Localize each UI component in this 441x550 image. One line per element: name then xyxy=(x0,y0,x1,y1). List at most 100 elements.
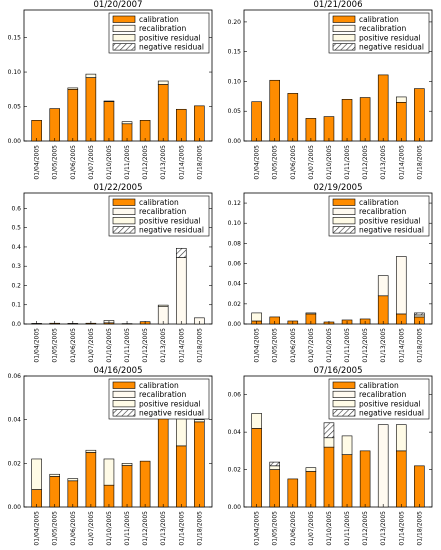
legend-swatch-negative-residual xyxy=(332,43,356,51)
y-tick-label: 0.04 xyxy=(228,281,242,288)
bar-calibration-2 xyxy=(49,108,61,142)
legend-label-negative-residual: negative residual xyxy=(359,409,424,418)
legend-swatch-negative-residual xyxy=(112,409,136,417)
y-tick-label: 0.00 xyxy=(228,321,242,328)
legend-swatch-recalibration xyxy=(332,390,356,399)
legend-label-positive-residual: positive residual xyxy=(139,399,201,408)
bar-calibration-3 xyxy=(67,88,79,142)
x-tick-label: 01/05/2005 xyxy=(52,145,59,180)
bar-negative-residual-9 xyxy=(175,247,187,258)
y-tick-label: 0.06 xyxy=(228,261,242,268)
x-tick-label: 01/05/2005 xyxy=(272,511,279,546)
x-tick-label: 01/11/2005 xyxy=(124,511,131,546)
legend-label-positive-residual: positive residual xyxy=(359,399,421,408)
bar-calibration-6 xyxy=(341,99,353,142)
bar-calibration-7 xyxy=(359,97,371,142)
x-tick-label: 01/13/2005 xyxy=(160,511,167,546)
y-tick-label: 0.0 xyxy=(11,321,21,328)
y-tick-label: 0.08 xyxy=(228,240,242,247)
bar-positive-residual-6 xyxy=(341,435,353,455)
bar-calibration-6 xyxy=(121,465,133,508)
bar-calibration-3 xyxy=(67,480,79,508)
bar-calibration-1 xyxy=(251,101,262,142)
legend-swatch-calibration xyxy=(332,15,356,23)
chart-panel-5: 04/16/2005 0.00 0.02 0.04 0.06 01/04/2005 01/0… xyxy=(8,366,213,546)
x-tick-label: 01/10/2005 xyxy=(106,328,113,363)
bar-negative-residual-2 xyxy=(269,461,281,467)
bar-calibration-2 xyxy=(269,79,281,142)
legend-swatch-positive-residual xyxy=(332,34,356,42)
bar-positive-residual-5 xyxy=(103,458,115,486)
y-tick-label: 0.4 xyxy=(11,244,21,251)
legend-swatch-calibration xyxy=(332,381,356,389)
bar-positive-residual-6 xyxy=(121,121,133,125)
y-tick-label: 0.05 xyxy=(228,108,242,115)
x-tick-label: 01/14/2005 xyxy=(398,328,405,363)
y-tick-label: 0.06 xyxy=(8,373,22,380)
x-tick-label: 01/18/2005 xyxy=(196,145,203,180)
x-tick-label: 01/06/2005 xyxy=(70,328,77,363)
bar-calibration-4 xyxy=(305,118,317,142)
bar-calibration-4 xyxy=(305,471,317,508)
y-tick-label: 0.12 xyxy=(228,200,242,207)
bar-positive-residual-3 xyxy=(67,87,79,90)
legend-swatch-recalibration xyxy=(332,207,356,215)
x-tick-label: 01/11/2005 xyxy=(344,328,351,363)
x-tick-label: 01/13/2005 xyxy=(380,511,387,546)
legend-label-calibration: calibration xyxy=(139,15,179,24)
bar-calibration-2 xyxy=(269,469,281,508)
chart-panel-3: 01/22/2005 0.0 0.1 0.2 0.3 0.4 0.5 0.6 01/04/200… xyxy=(11,183,213,363)
bar-calibration-5 xyxy=(323,116,335,142)
plot-frame xyxy=(243,375,433,508)
x-tick-label: 01/12/2005 xyxy=(142,145,149,180)
bar-recalibration-8 xyxy=(377,275,389,297)
legend-label-calibration: calibration xyxy=(359,198,399,207)
legend-swatch-recalibration xyxy=(112,390,136,399)
chart-title: 01/20/2007 xyxy=(94,0,143,10)
y-tick-label: 0.20 xyxy=(228,19,242,26)
legend-swatch-negative-residual xyxy=(112,226,136,234)
y-tick-label: 0.6 xyxy=(11,205,21,212)
x-tick-label: 01/07/2005 xyxy=(88,511,95,546)
legend-label-negative-residual: negative residual xyxy=(359,43,424,52)
x-tick-label: 01/13/2005 xyxy=(380,145,387,180)
bar-calibration-5 xyxy=(103,484,115,508)
bar-recalibration-8 xyxy=(377,424,389,508)
bar-calibration-9 xyxy=(175,108,187,142)
bar-calibration-3 xyxy=(287,478,299,508)
plot-frame xyxy=(243,9,433,142)
legend-label-recalibration: recalibration xyxy=(139,390,186,399)
legend-swatch-positive-residual xyxy=(112,217,136,225)
y-tick-label: 0.10 xyxy=(8,69,22,76)
bar-calibration-2 xyxy=(49,476,61,508)
bar-positive-residual-5 xyxy=(323,437,335,448)
bar-calibration-8 xyxy=(377,295,389,325)
chart-title: 07/16/2005 xyxy=(314,366,363,376)
legend-label-calibration: calibration xyxy=(139,198,179,207)
legend-swatch-recalibration xyxy=(332,24,356,33)
bar-positive-residual-9 xyxy=(395,96,407,103)
legend-label-positive-residual: positive residual xyxy=(359,216,421,225)
x-tick-label: 01/10/2005 xyxy=(326,511,333,546)
bar-calibration-9 xyxy=(395,450,407,508)
x-tick-label: 01/18/2005 xyxy=(196,328,203,363)
bar-calibration-8 xyxy=(157,84,169,142)
legend-label-recalibration: recalibration xyxy=(139,207,186,216)
x-tick-label: 01/10/2005 xyxy=(106,511,113,546)
y-tick-label: 0.3 xyxy=(11,263,21,270)
legend-swatch-calibration xyxy=(332,198,356,206)
bar-positive-residual-4 xyxy=(305,467,317,472)
x-tick-label: 01/06/2005 xyxy=(290,328,297,363)
x-tick-label: 01/04/2005 xyxy=(34,328,41,363)
legend-swatch-positive-residual xyxy=(112,34,136,42)
bar-calibration-1 xyxy=(251,428,262,508)
bar-calibration-10 xyxy=(194,105,205,142)
bar-positive-residual-10 xyxy=(414,314,425,318)
x-tick-label: 01/18/2005 xyxy=(416,511,423,546)
bar-calibration-4 xyxy=(85,77,97,142)
bar-positive-residual-4 xyxy=(305,312,317,315)
